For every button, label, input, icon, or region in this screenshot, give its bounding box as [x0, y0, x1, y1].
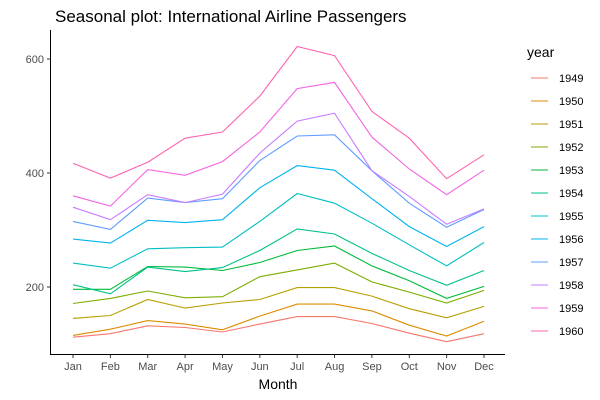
- x-tick-label: Jan: [64, 361, 82, 373]
- series-line-1953: [73, 245, 485, 299]
- y-tick-label: 200: [26, 282, 44, 294]
- x-tick-label: May: [212, 361, 233, 373]
- legend-label: 1955: [559, 211, 583, 223]
- legend-label: 1956: [559, 234, 583, 246]
- legend-label: 1953: [559, 165, 583, 177]
- x-tick-label: Jul: [290, 361, 304, 373]
- x-tick-label: Sep: [362, 361, 382, 373]
- y-tick-label: 600: [26, 54, 44, 66]
- series-line-1957: [72, 134, 485, 230]
- legend-label: 1959: [559, 303, 583, 315]
- legend-title: year: [527, 44, 555, 60]
- legend-label: 1958: [559, 280, 583, 292]
- series-line-1956: [72, 165, 485, 248]
- legend-label: 1957: [559, 257, 583, 269]
- legend-label: 1950: [559, 96, 583, 108]
- legend-label: 1952: [559, 142, 583, 154]
- series-line-1954: [72, 228, 485, 295]
- x-tick-label: Nov: [437, 361, 457, 373]
- series-line-1949: [72, 316, 485, 343]
- series-line-1959: [72, 81, 485, 207]
- chart-title: Seasonal plot: International Airline Pas…: [55, 7, 407, 26]
- x-tick-label: Apr: [177, 361, 194, 373]
- x-tick-label: Aug: [325, 361, 345, 373]
- series-line-1958: [72, 112, 485, 225]
- x-axis-label: Month: [259, 376, 298, 392]
- legend-label: 1951: [559, 119, 583, 131]
- x-tick-label: Mar: [138, 361, 157, 373]
- series-line-1952: [72, 262, 485, 305]
- series-line-1955: [72, 192, 485, 269]
- x-tick-label: Oct: [401, 361, 418, 373]
- legend-label: 1960: [559, 326, 583, 338]
- x-tick-label: Jun: [251, 361, 269, 373]
- y-tick-label: 400: [26, 168, 44, 180]
- series-line-1951: [72, 287, 485, 319]
- x-tick-label: Feb: [101, 361, 120, 373]
- legend-label: 1954: [559, 188, 583, 200]
- x-tick-label: Dec: [474, 361, 494, 373]
- legend-label: 1949: [559, 73, 583, 85]
- series-line-1950: [72, 303, 485, 337]
- series-line-1960: [72, 45, 485, 180]
